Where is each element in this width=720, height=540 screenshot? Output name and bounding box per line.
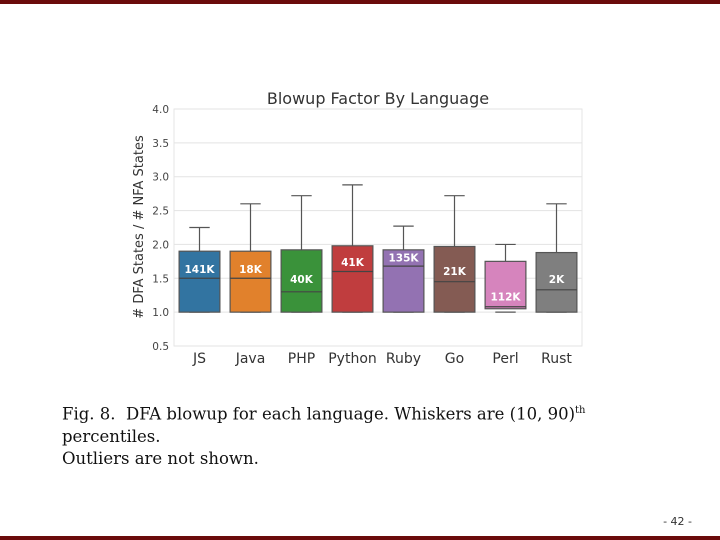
chart-title: Blowup Factor By Language bbox=[267, 89, 489, 108]
x-tick-label: Rust bbox=[541, 351, 572, 367]
box-php bbox=[280, 249, 323, 313]
page-number: - 42 - bbox=[663, 515, 692, 528]
caption-fig-label: Fig. 8. bbox=[62, 404, 116, 424]
box-ruby bbox=[382, 249, 425, 313]
y-tick-label: 3.0 bbox=[152, 172, 169, 184]
y-tick-label: 3.5 bbox=[152, 138, 169, 150]
x-tick-label: Perl bbox=[492, 351, 518, 367]
caption-line-1: Fig. 8. DFA blowup for each language. Wh… bbox=[62, 400, 682, 448]
figure-caption: Fig. 8. DFA blowup for each language. Wh… bbox=[62, 400, 682, 470]
caption-text-end: percentiles. bbox=[62, 426, 161, 446]
y-tick-label: 1.5 bbox=[152, 273, 169, 285]
box-count-label: 21K bbox=[443, 266, 467, 278]
box-count-label: 141K bbox=[184, 264, 215, 276]
x-tick-label: Java bbox=[235, 351, 266, 367]
top-frame-bar bbox=[0, 0, 720, 4]
y-tick-label: 0.5 bbox=[152, 341, 169, 353]
box-count-label: 18K bbox=[239, 264, 263, 276]
x-tick-label: PHP bbox=[288, 351, 315, 367]
box-java bbox=[229, 250, 272, 313]
plot-area: 0.5 1.0 1.5 2.0 2.5 3.0 3.5 4.0 141K JS 18K Java 40K… bbox=[152, 104, 583, 367]
bottom-frame-bar bbox=[0, 536, 720, 540]
x-tick-label: Go bbox=[445, 351, 464, 367]
box-rust bbox=[535, 251, 578, 313]
y-axis-label: # DFA States / # NFA States bbox=[132, 135, 147, 319]
caption-sup: th bbox=[575, 405, 586, 416]
caption-text: DFA blowup for each language. Whiskers a… bbox=[126, 404, 576, 424]
box-perl bbox=[484, 260, 527, 310]
y-tick-label: 4.0 bbox=[152, 104, 169, 116]
box-count-label: 40K bbox=[290, 274, 314, 286]
y-tick-label: 1.0 bbox=[152, 307, 169, 319]
x-tick-label: Python bbox=[328, 351, 377, 367]
caption-line-2: Outliers are not shown. bbox=[62, 448, 259, 468]
box-python bbox=[331, 245, 374, 313]
box-js bbox=[178, 250, 221, 313]
box-count-label: 2K bbox=[549, 274, 565, 286]
box-count-label: 135K bbox=[388, 252, 419, 264]
box-go bbox=[433, 245, 476, 313]
y-tick-label: 2.0 bbox=[152, 239, 169, 251]
y-tick-label: 2.5 bbox=[152, 206, 169, 218]
box-count-label: 41K bbox=[341, 257, 365, 269]
x-tick-label: JS bbox=[192, 351, 206, 367]
blowup-boxplot-chart: Blowup Factor By Language # DFA States /… bbox=[132, 89, 583, 367]
x-tick-label: Ruby bbox=[386, 351, 421, 367]
box-count-label: 112K bbox=[490, 292, 521, 304]
